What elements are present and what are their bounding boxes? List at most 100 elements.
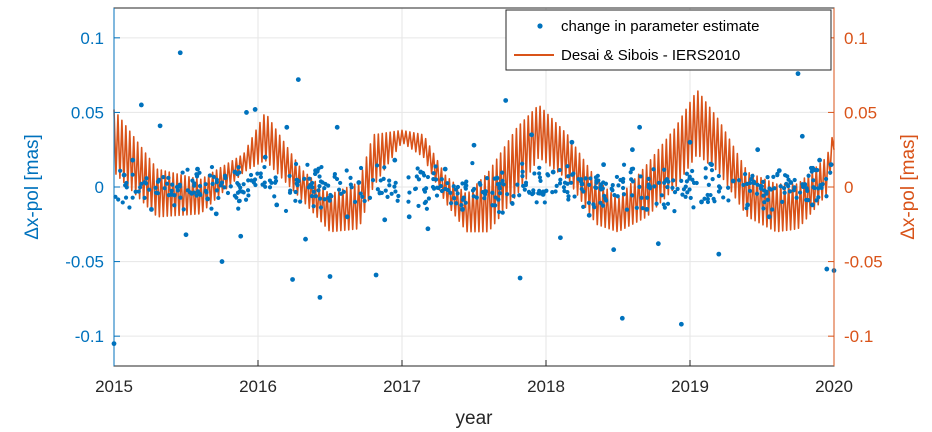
scatter-point [166,175,171,180]
scatter-point [362,198,367,204]
scatter-point [219,180,225,185]
scatter-point [416,203,421,209]
scatter-point [761,193,766,198]
scatter-point [583,176,588,181]
scatter-point [246,193,251,198]
scatter-point [352,199,358,204]
x-tick-label: 2016 [239,377,277,396]
scatter-point [322,197,327,202]
scatter-point [621,192,627,197]
legend-label-scatter: change in parameter estimate [561,18,759,35]
scatter-point [550,169,556,175]
scatter-point [248,172,254,178]
scatter-point [329,194,334,199]
scatter-point [464,179,469,184]
scatter-point [497,186,502,191]
scatter-point [609,186,614,191]
scatter-point [816,186,821,191]
scatter-point [817,157,822,163]
scatter-point [572,194,577,199]
scatter-point [542,200,547,205]
scatter-point [638,174,643,179]
scatter-point [628,170,633,175]
scatter-point [472,186,477,192]
scatter-point [553,189,558,194]
scatter-point [484,176,490,181]
x-tick-label: 2017 [383,377,421,396]
scatter-point [241,182,246,187]
scatter-point [448,201,454,206]
scatter-point [811,185,816,190]
scatter-point [600,203,606,208]
scatter-point [495,182,500,187]
scatter-point [681,187,687,192]
scatter-point [375,163,380,168]
scatter-point [317,184,322,189]
scatter-point [736,178,742,183]
scatter-point [546,173,551,178]
scatter-point [144,181,149,186]
scatter-point [813,167,818,173]
scatter-point [706,182,711,187]
scatter-point [781,186,787,191]
scatter-point [684,171,689,176]
scatter-point [755,182,760,187]
scatter-point [181,207,186,212]
scatter-point [243,197,249,202]
scatter-point [828,162,834,168]
scatter-point [438,183,443,189]
scatter-point [452,195,457,201]
scatter-point [554,183,559,188]
scatter-point [604,198,609,203]
scatter-point [687,176,692,181]
scatter-point [130,195,135,200]
scatter-point [744,181,750,186]
scatter-point [762,200,767,205]
scatter-point [207,173,213,178]
scatter-point [702,196,707,201]
scatter-point [654,201,659,206]
scatter-point [295,77,301,82]
scatter-point [463,184,468,190]
scatter-point [751,179,757,184]
scatter-point [651,167,656,172]
scatter-point [358,191,363,196]
scatter-point [754,191,760,196]
scatter-point [496,209,502,215]
scatter-point [644,206,650,212]
scatter-point [748,180,753,186]
scatter-point [558,177,563,182]
scatter-point [442,166,448,172]
scatter-point [162,186,167,191]
scatter-point [809,169,814,174]
scatter-point [262,180,267,185]
scatter-point [451,184,456,189]
y-left-tick-label: 0 [95,178,104,197]
scatter-point [216,195,221,201]
scatter-point [515,182,520,187]
scatter-point [274,202,280,208]
line-series-desai-sibois [113,90,835,233]
scatter-point [566,197,571,202]
x-axis-label: year [456,408,494,429]
scatter-point [544,188,549,193]
scatter-point [616,183,621,188]
scatter-point [383,188,388,193]
scatter-point [443,186,448,192]
legend-marker-scatter-icon [537,23,543,29]
scatter-point [710,177,715,182]
scatter-point [210,181,215,186]
scatter-point [219,259,225,264]
scatter-point [205,196,211,202]
x-tick-label: 2015 [95,377,133,396]
y-left-tick-label: 0.05 [71,103,104,122]
scatter-point [338,191,344,196]
scatter-point [332,172,337,177]
scatter-point [293,161,299,167]
scatter-point [581,204,586,209]
scatter-point [761,179,766,184]
scatter-point [252,107,258,112]
scatter-point [358,165,364,171]
scatter-point [770,207,775,212]
scatter-point [630,179,635,184]
